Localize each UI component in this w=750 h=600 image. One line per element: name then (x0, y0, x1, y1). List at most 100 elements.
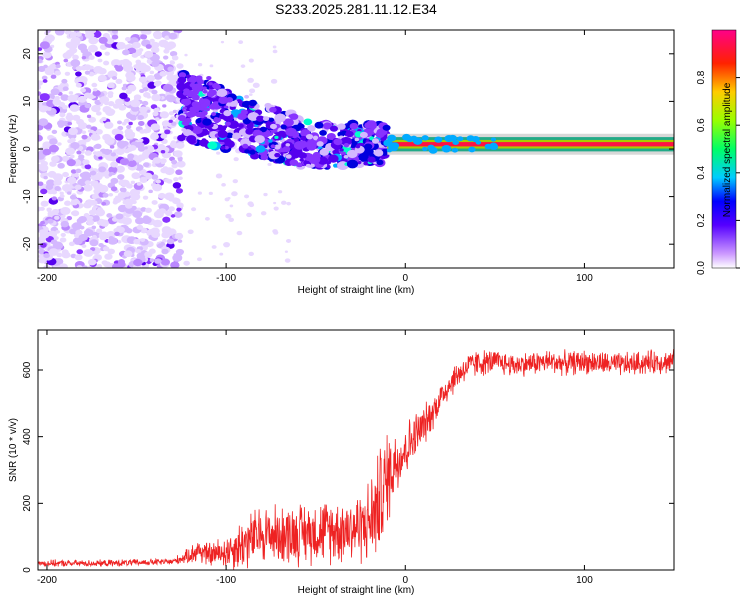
colorbar-tick: 0.6 (696, 118, 740, 132)
spread-blob (218, 96, 229, 105)
noise-blob (102, 105, 112, 113)
tone-blob (490, 137, 497, 142)
noise-blob (141, 64, 151, 72)
noise-blob (42, 79, 48, 83)
spread-blob (306, 142, 317, 151)
noise-blob (87, 215, 94, 221)
spread-blob (214, 120, 219, 124)
noise-blob (144, 50, 154, 58)
noise-blob (153, 32, 163, 40)
spread-blob (238, 123, 244, 128)
noise-blob (130, 180, 136, 184)
spread-blob (308, 155, 321, 165)
noise-blob (48, 248, 59, 256)
noise-blob (128, 121, 133, 126)
tone-blob (471, 136, 480, 143)
snr-y-tick-label: 0 (22, 567, 33, 573)
spread-blob (211, 112, 217, 116)
noise-blob (151, 132, 159, 138)
noise-blob (144, 251, 153, 258)
spread-blob (195, 75, 203, 81)
noise-blob (143, 92, 151, 98)
noise-blob (149, 38, 155, 43)
noise-blob (130, 192, 141, 201)
noise-blob (160, 145, 165, 150)
noise-blob (42, 141, 52, 149)
noise-blob (140, 34, 148, 40)
noise-blob (84, 103, 91, 109)
spread-blob (262, 116, 270, 122)
noise-blob (59, 194, 65, 198)
noise-blob (221, 183, 226, 187)
noise-blob (38, 124, 44, 131)
spread-blob (322, 122, 333, 130)
spread-blob (326, 132, 336, 140)
noise-blob (280, 200, 287, 205)
noise-blob (162, 228, 168, 232)
noise-blob (38, 181, 44, 186)
noise-blob (166, 178, 173, 184)
noise-blob (231, 191, 238, 197)
tone-blob (412, 137, 423, 145)
noise-blob (170, 140, 177, 145)
noise-blob (164, 210, 173, 217)
spread-blob (202, 89, 208, 94)
noise-blob (119, 92, 128, 100)
noise-blob (49, 161, 57, 167)
spread-blob (274, 113, 286, 123)
noise-blob (124, 198, 132, 204)
noise-blob (159, 111, 170, 119)
spectrogram-x-tick-label: -100 (216, 273, 236, 284)
noise-blob (135, 69, 140, 73)
spread-blob (244, 149, 250, 154)
noise-blob (150, 41, 160, 49)
spread-blob (242, 117, 251, 125)
noise-blob (197, 191, 202, 195)
snr-y-label: SNR (10 * v/v) (8, 418, 19, 482)
noise-blob (68, 91, 74, 95)
noise-blob (107, 82, 115, 89)
noise-blob (133, 258, 143, 267)
noise-blob (208, 191, 213, 195)
spread-blob (247, 128, 254, 134)
spread-blob (270, 144, 276, 149)
noise-blob (50, 74, 57, 79)
noise-blob (148, 189, 153, 194)
spread-blob (283, 118, 294, 127)
spread-blob (195, 118, 202, 124)
noise-blob (168, 119, 173, 123)
noise-blob (173, 177, 179, 182)
noise-blob (96, 264, 103, 268)
noise-blob (167, 66, 174, 72)
noise-blob (160, 133, 168, 139)
noise-blob (125, 89, 132, 95)
tone-blob (457, 136, 464, 142)
noise-blob (174, 232, 184, 240)
spectrogram-x-tick: 100 (576, 30, 593, 284)
noise-blob (107, 30, 114, 33)
noise-blob (137, 146, 146, 152)
noise-blob (114, 133, 124, 141)
noise-blob (122, 60, 133, 68)
spectrogram-x-tick-label: 100 (576, 273, 593, 284)
spectrogram-x-tick-label: 0 (402, 273, 408, 284)
noise-blob (57, 142, 62, 146)
tone-blob (386, 148, 393, 153)
spread-blob (346, 149, 358, 159)
noise-blob (84, 70, 91, 75)
spread-blob (205, 107, 210, 112)
spread-blob (255, 145, 266, 153)
noise-blob (116, 140, 127, 149)
noise-blob (115, 78, 123, 85)
spread-blob (354, 137, 360, 142)
noise-blob (89, 239, 99, 247)
noise-blob (86, 124, 92, 129)
colorbar-label: Normalized spectral amplitude (722, 82, 733, 217)
spread-blob (193, 87, 199, 91)
spread-blob (345, 130, 354, 138)
noise-blob (131, 52, 139, 58)
noise-blob (170, 121, 177, 126)
noise-blob (46, 207, 52, 212)
noise-blob (83, 92, 92, 99)
noise-blob (249, 88, 256, 94)
